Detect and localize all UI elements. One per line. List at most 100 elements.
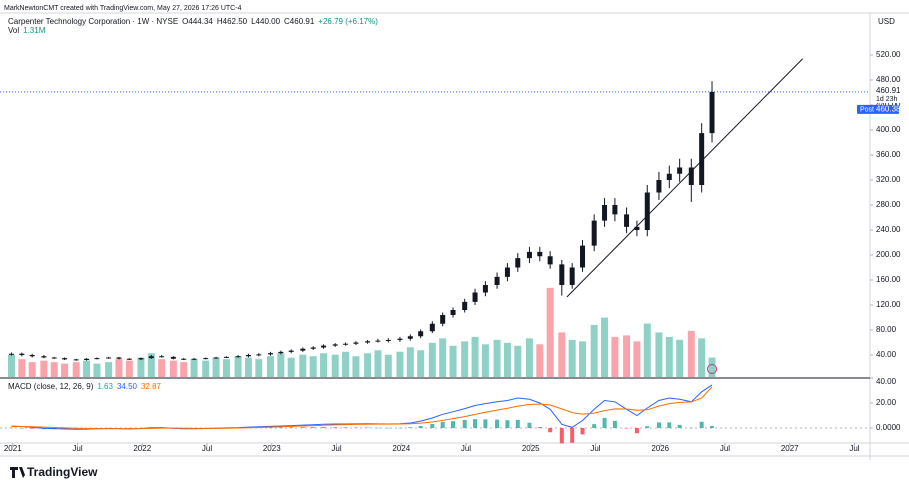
x-tick-label: 2022 [133,444,151,453]
histogram-bar [311,427,316,428]
volume-bar [665,336,673,377]
histogram-bar [9,427,14,429]
brand-name: TradingView [27,465,98,479]
candle-body [116,357,122,359]
volume-bar [590,325,598,377]
candle-body [51,357,57,359]
y-tick-label: 320.00 [876,175,901,184]
y-tick-label: 40.00 [876,350,897,359]
histogram-bar [430,424,435,428]
y-tick-label: 120.00 [876,300,901,309]
candle-body [321,345,327,348]
volume-bar [461,341,469,377]
histogram-bar [495,419,500,428]
candle-body [462,301,468,310]
candle-body [515,258,521,268]
histogram-bar [268,427,273,428]
volume-bar [50,362,58,377]
candle-body [41,356,47,358]
candle-body [300,348,306,351]
volume-bar [611,336,619,377]
y-tick-label: 200.00 [876,250,901,259]
volume-bar [623,335,631,377]
histogram-bar [30,428,35,429]
candle-body [94,358,100,360]
histogram-bar [333,427,338,428]
volume-bar [384,354,392,377]
volume-bar [309,356,317,377]
volume-bar [601,317,609,377]
candle-body [418,331,424,337]
volume-bar [493,339,501,377]
volume-bar [169,360,177,377]
histogram-bar [612,420,617,428]
histogram-bar [451,421,456,428]
y-tick-label: 0.0000 [876,423,901,432]
histogram-bar [321,427,326,428]
histogram-bar [440,421,445,428]
y-tick-label: 280.00 [876,200,901,209]
candle-body [191,358,197,360]
candle-body [126,358,132,360]
volume-bar [72,362,80,377]
volume-bar [374,350,382,377]
ohlc-value: C460.91 [284,17,315,26]
candle-body [482,285,488,293]
volume-bar [105,362,113,377]
event-icon[interactable] [707,364,717,374]
volume-bar [18,359,26,377]
candle-body [709,91,715,134]
last-price-label: 460.91 [876,86,901,95]
candle-body [62,358,68,360]
histogram-bar [645,426,650,428]
candle-body [407,336,413,339]
volume-bar [255,359,263,377]
volume-bar [277,353,285,377]
candle-body [148,356,154,359]
x-tick-label: Jul [331,444,341,453]
x-tick-label: Jul [202,444,212,453]
candle-body [343,343,349,345]
candle-body [688,167,694,185]
volume-bar [525,338,533,377]
candle-body [602,205,608,221]
histogram-bar [710,425,715,428]
volume-bar [558,332,566,377]
histogram-bar [667,422,672,428]
signal-line [11,386,713,430]
ohlc-value: O444.34 [182,17,213,26]
candle-body [8,353,14,355]
histogram-bar [19,428,24,429]
candle-body [310,347,316,349]
candle-body [365,341,371,343]
volume-bar [342,351,350,377]
volume-bar [320,353,328,377]
volume-bar [115,359,123,377]
x-tick-label: Jul [590,444,600,453]
candle-body [223,356,229,358]
volume-value: 1.31M [23,26,46,35]
last-price-box [871,85,907,103]
x-tick-label: Jul [461,444,471,453]
y-tick-label: 480.00 [876,75,901,84]
candle-body [656,180,662,193]
histogram-bar [418,426,423,428]
histogram-bar [634,428,639,434]
volume-bar [190,359,198,377]
x-tick-label: 2021 [4,444,22,453]
volume-bar [222,359,230,377]
histogram-bar [289,427,294,428]
histogram-bar [656,422,661,428]
histogram-bar [300,427,305,428]
candle-body [429,323,435,332]
y-tick-label: 40.00 [876,377,897,386]
candle-body [559,264,565,285]
candle-body [159,356,165,358]
histogram-bar [527,422,532,428]
volume-bar [708,357,716,377]
volume-bar [643,323,651,377]
x-tick-label: 2027 [781,444,799,453]
candle-body [526,251,532,259]
candle-body [375,340,381,342]
candle-body [385,340,391,341]
